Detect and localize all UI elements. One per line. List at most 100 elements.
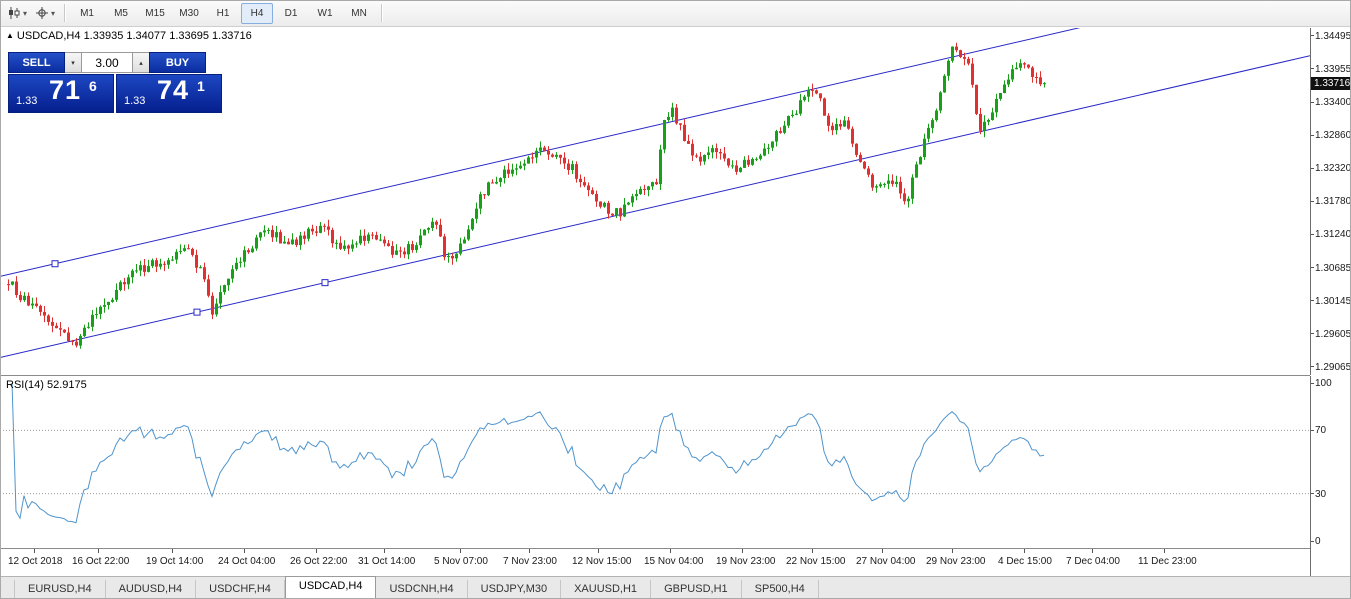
time-tickmark [812,549,813,553]
rsi-tickmark [1311,383,1314,384]
sell-price-display[interactable]: 1.33 71 6 [8,74,114,113]
time-tick-label: 22 Nov 15:00 [786,556,846,567]
time-tick-label: 15 Nov 04:00 [644,556,704,567]
chart-tab-USDJPY-M30[interactable]: USDJPY,M30 [468,580,562,599]
time-tick-label: 4 Dec 15:00 [998,556,1052,567]
time-tickmark [172,549,173,553]
timeframe-button-M1[interactable]: M1 [80,7,94,19]
timeframe-button-MN[interactable]: MN [351,7,367,19]
price-tickmark [1311,168,1314,169]
objects-button[interactable]: ▾ [31,2,59,25]
price-tickmark [1311,300,1314,301]
main-chart-panel: ▲ USDCAD,H4 1.33935 1.34077 1.33695 1.337… [0,28,1310,376]
sell-price-big: 71 [49,75,82,105]
time-tickmark [882,549,883,553]
price-tick-label: 1.32320 [1315,163,1351,175]
time-tick-label: 19 Nov 23:00 [716,556,776,567]
caret-down-icon: ▾ [71,59,75,67]
price-tickmark [1311,333,1314,334]
chart-type-button[interactable]: ▾ [3,2,31,25]
sell-button[interactable]: SELL [8,52,65,73]
time-tickmark [316,549,317,553]
timeframe-button-H4[interactable]: H4 [241,2,274,24]
chart-tab-XAUUSD-H1[interactable]: XAUUSD,H1 [561,580,652,599]
time-tick-label: 16 Oct 22:00 [72,556,130,567]
time-tick-label: 7 Dec 04:00 [1066,556,1120,567]
sell-price-small: 1.33 [16,95,38,107]
volume-decrement-button[interactable]: ▾ [65,52,81,73]
symbol-label: USDCAD,H4 [16,30,81,42]
time-tickmark [98,549,99,553]
buy-price-small: 1.33 [124,95,146,107]
buy-price-display[interactable]: 1.33 74 1 [116,74,222,113]
price-axis[interactable]: 1.33716 1.34495 1.33955 1.33400 1.32860 1.32… [1310,28,1351,375]
buy-price-sup: 1 [197,78,205,94]
rsi-tickmark [1311,541,1314,542]
price-tick-label: 1.32860 [1315,130,1351,142]
time-tick-label: 24 Oct 04:00 [218,556,276,567]
rsi-tick-label: 0 [1315,536,1321,547]
time-tick-label: 26 Oct 22:00 [290,556,348,567]
trend-channel[interactable] [0,28,1310,359]
time-axis[interactable]: 12 Oct 2018 16 Oct 22:00 19 Oct 14:00 24 Oc… [0,549,1351,576]
price-tick-label: 1.30145 [1315,295,1351,307]
time-tickmark [244,549,245,553]
time-tick-label: 31 Oct 14:00 [358,556,416,567]
time-tickmark [742,549,743,553]
timeframe-button-M15[interactable]: M15 [145,7,165,19]
one-click-trading-panel: SELL ▾ ▴ BUY 1.33 71 6 1.33 74 1 [8,52,222,113]
rsi-axis[interactable]: 100 70 30 0 [1310,376,1351,549]
buy-button[interactable]: BUY [149,52,206,73]
ohlc-header: ▲ USDCAD,H4 1.33935 1.34077 1.33695 1.337… [6,30,252,42]
timeframe-button-W1[interactable]: W1 [317,7,333,19]
price-tickmark [1311,201,1314,202]
price-tick-label: 1.34495 [1315,30,1351,42]
symbol-marker-icon: ▲ [6,31,14,40]
price-tick-label: 1.29065 [1315,361,1351,373]
panel-splitter[interactable] [0,374,1310,378]
time-tick-label: 12 Nov 15:00 [572,556,632,567]
sell-price-sup: 6 [89,78,97,94]
price-tick-label: 1.30685 [1315,262,1351,274]
axis-corner [1310,549,1351,576]
toolbar-separator [64,4,66,22]
time-tick-label: 12 Oct 2018 [8,556,63,567]
price-tickmark [1311,366,1314,367]
rsi-tickmark [1311,493,1314,494]
chart-tab-USDCHF-H4[interactable]: USDCHF,H4 [196,580,285,599]
rsi-tick-label: 30 [1315,488,1327,500]
channel-handle[interactable] [321,279,329,287]
candlestick-chart[interactable] [0,28,1310,375]
chart-tab-USDCAD-H4[interactable]: USDCAD,H4 [284,576,377,599]
time-tick-label: 29 Nov 23:00 [926,556,986,567]
volume-input[interactable] [81,52,133,73]
price-tickmark [1311,234,1314,235]
caret-up-icon: ▴ [139,59,143,67]
time-tick-label: 19 Oct 14:00 [146,556,204,567]
channel-handle[interactable] [193,308,201,316]
chart-tab-USDCNH-H4[interactable]: USDCNH,H4 [376,580,468,599]
time-tickmark [670,549,671,553]
rsi-tickmark [1311,430,1314,431]
timeframe-button-H1[interactable]: H1 [216,7,230,19]
chevron-down-icon: ▾ [51,8,56,18]
price-tickmark [1311,35,1314,36]
chevron-down-icon: ▾ [23,8,28,18]
chart-tab-GBPUSD-H1[interactable]: GBPUSD,H1 [651,580,742,599]
rsi-chart[interactable] [0,376,1310,548]
time-tickmark [460,549,461,553]
timeframe-button-M5[interactable]: M5 [114,7,128,19]
timeframe-button-D1[interactable]: D1 [284,7,298,19]
chart-tab-EURUSD-H4[interactable]: EURUSD,H4 [14,580,106,599]
chart-tab-SP500-H4[interactable]: SP500,H4 [742,580,819,599]
crosshair-icon [35,6,49,20]
rsi-panel: RSI(14) 52.9175 [0,376,1310,549]
time-tick-label: 5 Nov 07:00 [434,556,488,567]
time-tickmark [34,549,35,553]
price-tickmark [1311,135,1314,136]
time-tick-label: 7 Nov 23:00 [503,556,557,567]
timeframe-button-M30[interactable]: M30 [179,7,199,19]
volume-increment-button[interactable]: ▴ [133,52,149,73]
chart-tab-AUDUSD-H4[interactable]: AUDUSD,H4 [106,580,197,599]
channel-handle[interactable] [51,260,59,268]
